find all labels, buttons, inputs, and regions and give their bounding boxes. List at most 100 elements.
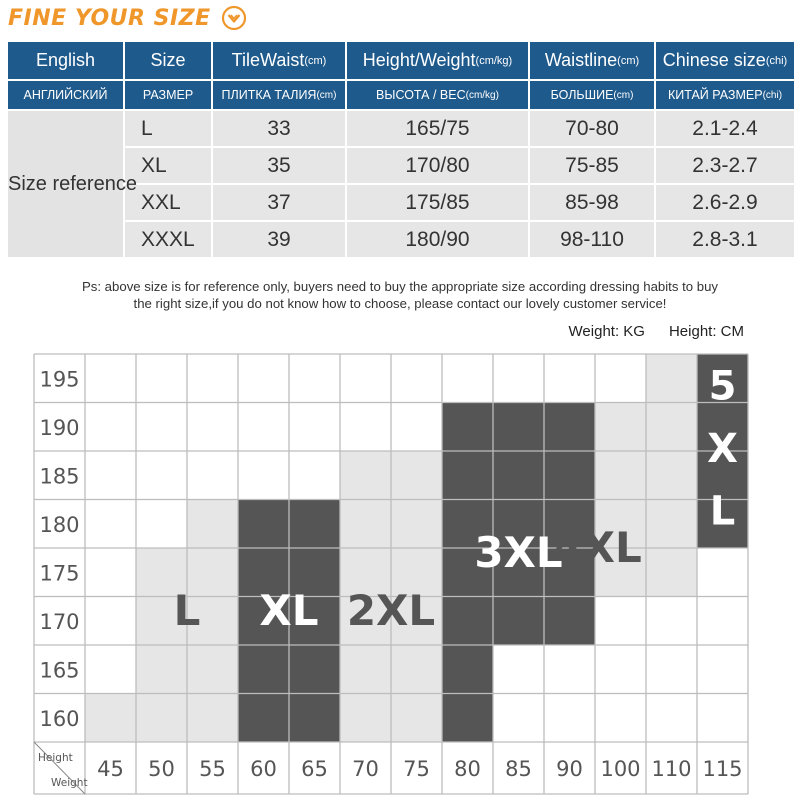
size-cell-l — [136, 548, 187, 597]
size-cell-xl — [238, 499, 289, 548]
header-tile-waist: TileWaist(cm) — [213, 42, 345, 79]
size-cell-2xl — [391, 548, 442, 597]
header-height-weight-ru: ВЫСОТА / ВЕС(cm/kg) — [347, 81, 528, 109]
weight-tick-label: 70 — [352, 757, 379, 781]
cell-waistline: 98-110 — [530, 222, 654, 257]
size-cell-l — [187, 693, 238, 742]
height-tick-label: 160 — [39, 707, 79, 731]
header-size-ru: РАЗМЕР — [125, 81, 211, 109]
height-tick-label: 185 — [39, 464, 79, 488]
size-cell-4xl — [646, 548, 697, 597]
size-label-5xl: L — [710, 488, 736, 534]
header-chinese-size: Chinese size(chi) — [656, 42, 794, 79]
size-label-3xl: 3XL — [474, 528, 562, 577]
size-cell-3xl — [544, 402, 595, 451]
size-cell-2xl — [391, 596, 442, 645]
size-label-5xl: 5 — [709, 363, 737, 409]
size-cell-5xl — [697, 451, 748, 500]
corner-diagonal — [33, 741, 86, 795]
size-cell-2xl — [340, 693, 391, 742]
weight-unit-label: Weight: KG — [568, 323, 645, 340]
size-cell-5xl — [697, 354, 748, 403]
height-tick-label: 170 — [39, 610, 79, 634]
weight-tick-label: 75 — [403, 757, 430, 781]
header-size: Size — [125, 42, 211, 79]
size-cell-3xl — [442, 451, 493, 500]
size-cell-3xl — [544, 596, 595, 645]
cell-chinese-size: 2.3-2.7 — [656, 148, 794, 183]
size-cell-3xl — [442, 402, 493, 451]
size-cell-3xl — [442, 499, 493, 548]
size-cell-2xl — [391, 499, 442, 548]
cell-tile-waist: 35 — [213, 148, 345, 183]
size-cell-2xl — [340, 645, 391, 694]
size-cell-5xl — [697, 499, 748, 548]
size-cell-3xl — [544, 499, 595, 548]
size-cell-xl — [238, 548, 289, 597]
size-reference-table: English Size TileWaist(cm) Height/Weight… — [6, 40, 796, 259]
header-row-english: English Size TileWaist(cm) Height/Weight… — [8, 42, 794, 79]
table-row: XXL 37 175/85 85-98 2.6-2.9 — [8, 185, 794, 220]
weight-tick-label: 60 — [250, 757, 277, 781]
size-cell-3xl — [493, 451, 544, 500]
weight-tick-label: 65 — [301, 757, 328, 781]
cell-chinese-size: 2.1-2.4 — [656, 111, 794, 146]
size-label-l: L — [174, 586, 201, 635]
table-row: XL 35 170/80 75-85 2.3-2.7 — [8, 148, 794, 183]
height-tick-label: 165 — [39, 658, 79, 682]
size-cell-5xl — [697, 402, 748, 451]
header-chinese-size-ru: КИТАЙ РАЗМЕР(chi) — [656, 81, 794, 109]
size-cell-l — [136, 693, 187, 742]
weight-tick-label: 115 — [702, 757, 742, 781]
weight-tick-label: 85 — [505, 757, 532, 781]
size-cell-2xl — [340, 451, 391, 500]
size-label-xl: XL — [259, 586, 318, 635]
size-cell-3xl — [493, 499, 544, 548]
size-note-line-1: Ps: above size is for reference only, bu… — [81, 279, 719, 294]
size-cell-l — [187, 645, 238, 694]
cell-size: XXXL — [125, 222, 211, 257]
size-cell-4xl — [595, 451, 646, 500]
size-reference-label: Size reference — [8, 111, 137, 257]
height-tick-label: 180 — [39, 513, 79, 537]
size-cell-xl — [289, 645, 340, 694]
cell-size: XXL — [125, 185, 211, 220]
size-label-5xl: X — [707, 426, 738, 472]
size-cell-2xl — [340, 548, 391, 597]
size-cell-xl — [289, 693, 340, 742]
size-cell-2xl — [340, 596, 391, 645]
size-guide-title: FINE YOUR SIZE — [8, 5, 211, 31]
cell-size: XL — [125, 148, 211, 183]
header-english: English — [8, 42, 123, 79]
header-tile-waist-ru: ПЛИТКА ТАЛИЯ(cm) — [213, 81, 345, 109]
size-cell-3xl — [442, 548, 493, 597]
corner-weight-label: Weight — [51, 777, 88, 789]
cell-height-weight: 170/80 — [347, 148, 528, 183]
size-cell-2xl — [391, 693, 442, 742]
size-cell-3xl — [442, 645, 493, 694]
header-english-ru: АНГЛИЙСКИЙ — [8, 81, 123, 109]
cell-waistline: 75-85 — [530, 148, 654, 183]
size-cell-3xl — [493, 402, 544, 451]
table-row: Size reference L 33 165/75 70-80 2.1-2.4 — [8, 111, 794, 257]
size-cell-3xl — [544, 451, 595, 500]
size-cell-4xl — [595, 402, 646, 451]
size-cell-xl — [238, 693, 289, 742]
size-cell-4xl — [595, 499, 646, 548]
weight-tick-label: 55 — [199, 757, 226, 781]
size-cell-xl — [289, 548, 340, 597]
header-waistline: Waistline(cm) — [530, 42, 654, 79]
cell-chinese-size: 2.8-3.1 — [656, 222, 794, 257]
size-cell-xl — [238, 596, 289, 645]
cell-waistline: 85-98 — [530, 185, 654, 220]
size-cell-2xl — [391, 451, 442, 500]
cell-chinese-size: 2.6-2.9 — [656, 185, 794, 220]
cell-size: L — [125, 111, 211, 146]
size-cell-2xl — [340, 499, 391, 548]
chevron-down-circle-icon — [221, 5, 246, 31]
height-tick-label: 190 — [39, 416, 79, 440]
corner-height-label: Height — [38, 752, 73, 764]
size-guide-header: FINE YOUR SIZE — [8, 0, 247, 36]
size-cell-4xl — [646, 402, 697, 451]
